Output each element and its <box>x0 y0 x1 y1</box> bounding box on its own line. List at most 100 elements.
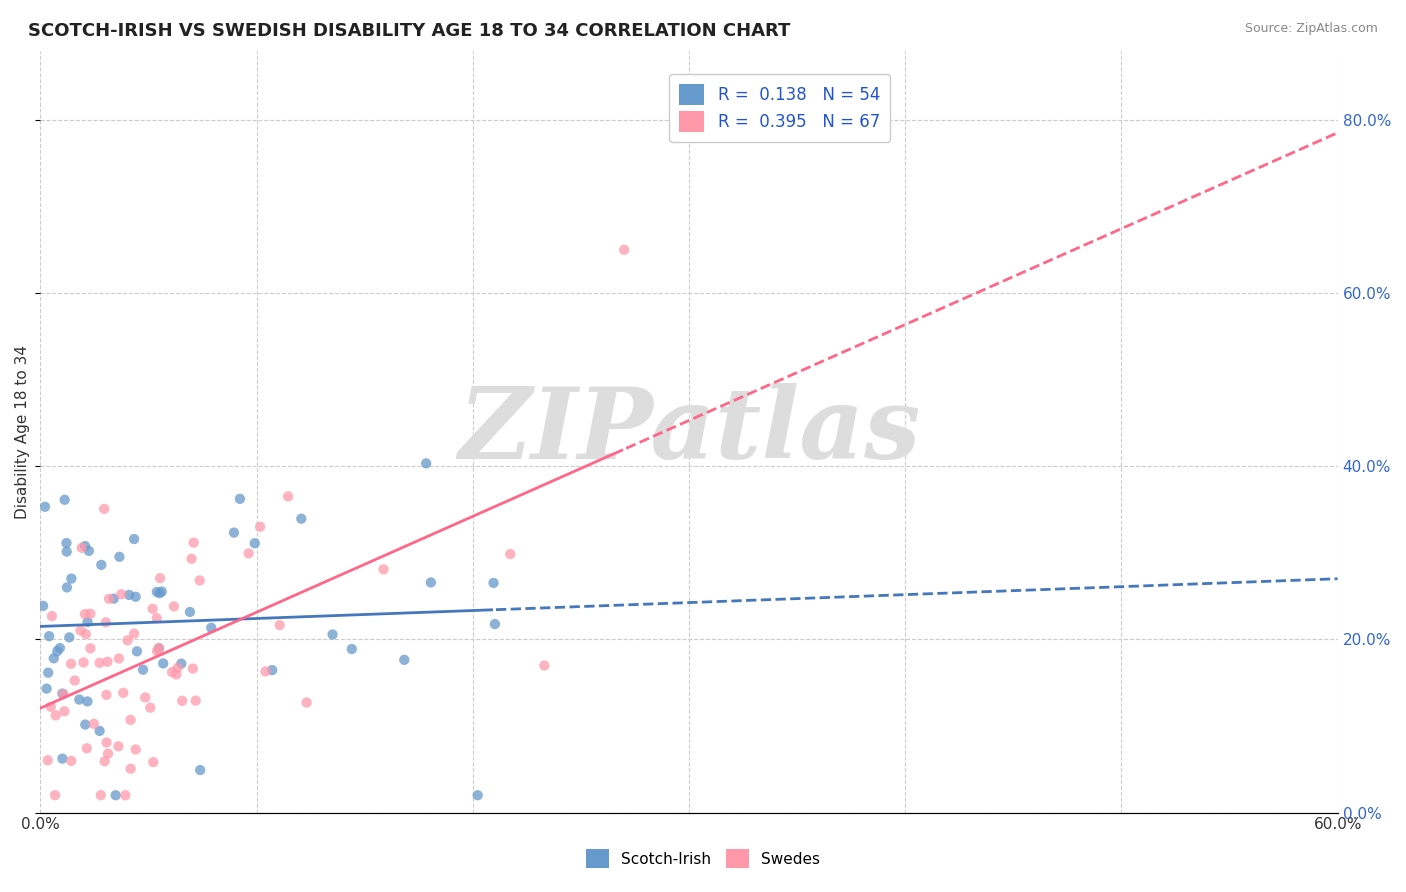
Point <box>340 642 363 657</box>
Point <box>188 574 211 588</box>
Point <box>89 723 111 738</box>
Point <box>93 501 115 516</box>
Point <box>200 621 222 635</box>
Point <box>148 640 170 655</box>
Point <box>56 581 79 595</box>
Point <box>120 713 142 727</box>
Point <box>46 644 69 658</box>
Point <box>172 694 194 708</box>
Point <box>39 699 62 714</box>
Point <box>97 747 120 761</box>
Point <box>181 662 204 676</box>
Point <box>467 789 489 803</box>
Point <box>60 657 83 671</box>
Point <box>96 688 118 702</box>
Text: SCOTCH-IRISH VS SWEDISH DISABILITY AGE 18 TO 34 CORRELATION CHART: SCOTCH-IRISH VS SWEDISH DISABILITY AGE 1… <box>28 22 790 40</box>
Y-axis label: Disability Age 18 to 34: Disability Age 18 to 34 <box>15 344 30 518</box>
Point <box>243 536 266 550</box>
Point <box>76 615 98 629</box>
Point <box>149 571 172 585</box>
Point <box>149 586 172 600</box>
Point <box>104 789 127 803</box>
Point <box>52 687 75 701</box>
Point <box>139 700 162 714</box>
Point <box>148 641 170 656</box>
Point <box>77 544 100 558</box>
Point <box>90 789 112 803</box>
Point <box>69 624 91 638</box>
Text: Source: ZipAtlas.com: Source: ZipAtlas.com <box>1244 22 1378 36</box>
Point <box>163 599 186 614</box>
Point <box>108 651 131 665</box>
Point <box>53 704 76 718</box>
Point <box>60 754 83 768</box>
Point <box>38 629 60 643</box>
Point <box>249 520 271 534</box>
Point <box>83 716 105 731</box>
Point <box>55 544 77 558</box>
Point <box>51 751 73 765</box>
Point <box>183 535 205 549</box>
Point <box>134 690 156 705</box>
Point <box>89 656 111 670</box>
Point <box>145 611 167 625</box>
Point <box>55 536 77 550</box>
Text: ZIPatlas: ZIPatlas <box>458 384 920 480</box>
Point <box>79 607 101 621</box>
Point <box>37 665 59 680</box>
Point <box>51 687 73 701</box>
Point <box>37 753 59 767</box>
Point <box>118 588 141 602</box>
Point <box>322 627 344 641</box>
Point <box>146 644 169 658</box>
Point <box>484 617 506 632</box>
Point <box>79 641 101 656</box>
Point <box>90 558 112 572</box>
Point <box>96 655 118 669</box>
Point <box>70 541 93 555</box>
Point <box>499 547 522 561</box>
Point <box>124 590 146 604</box>
Point <box>125 644 148 658</box>
Point <box>254 665 277 679</box>
Point <box>45 708 67 723</box>
Point <box>73 607 96 621</box>
Point <box>76 694 98 708</box>
Point <box>67 692 90 706</box>
Point <box>72 656 94 670</box>
Point <box>165 667 187 681</box>
Point <box>122 626 145 640</box>
Point <box>150 584 173 599</box>
Point <box>290 511 312 525</box>
Point <box>394 653 416 667</box>
Point <box>166 661 188 675</box>
Point <box>75 539 97 553</box>
Point <box>269 618 291 632</box>
Point <box>142 602 165 616</box>
Point <box>60 572 83 586</box>
Point <box>146 585 169 599</box>
Point <box>94 615 117 630</box>
Point <box>41 609 63 624</box>
Point <box>152 657 174 671</box>
Point <box>108 549 131 564</box>
Point <box>34 500 56 514</box>
Point <box>238 546 260 560</box>
Point <box>229 491 252 506</box>
Point <box>125 742 148 756</box>
Point <box>184 693 207 707</box>
Point <box>122 532 145 546</box>
Point <box>180 551 202 566</box>
Point <box>482 575 505 590</box>
Point <box>103 591 125 606</box>
Point <box>170 657 193 671</box>
Legend: Scotch-Irish, Swedes: Scotch-Irish, Swedes <box>578 841 828 875</box>
Point <box>613 243 636 257</box>
Point <box>295 696 318 710</box>
Point <box>42 651 65 665</box>
Point <box>262 663 284 677</box>
Point <box>44 789 66 803</box>
Point <box>112 686 135 700</box>
Point <box>107 739 129 754</box>
Point <box>32 599 55 613</box>
